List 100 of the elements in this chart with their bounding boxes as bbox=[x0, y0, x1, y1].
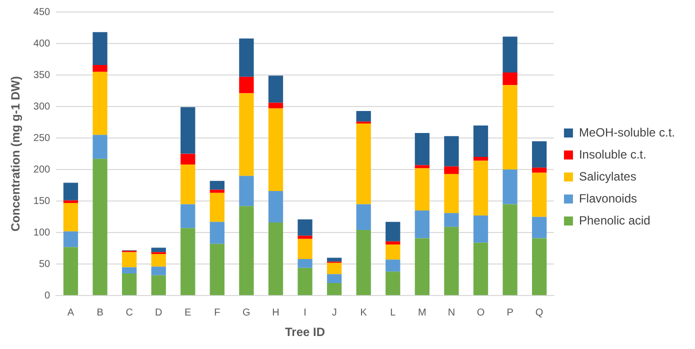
bar bbox=[444, 166, 459, 174]
bar bbox=[473, 242, 488, 296]
y-tick-label: 300 bbox=[33, 101, 51, 112]
y-tick-label: 250 bbox=[33, 132, 51, 144]
x-tick-label: Q bbox=[535, 307, 544, 318]
legend-label: Insoluble c.t. bbox=[578, 147, 646, 162]
bar bbox=[239, 38, 254, 77]
bar bbox=[356, 204, 371, 230]
y-tick-label: 200 bbox=[33, 164, 51, 176]
bar bbox=[180, 204, 196, 228]
legend-label: Salicylates bbox=[578, 169, 636, 184]
x-tick-label: B bbox=[96, 307, 104, 318]
bar bbox=[151, 248, 166, 252]
legend-label: MeOH-soluble c.t. bbox=[578, 125, 675, 140]
bar bbox=[92, 134, 108, 159]
bar bbox=[180, 164, 196, 204]
bar bbox=[239, 76, 254, 94]
bar bbox=[180, 228, 196, 296]
x-tick-label: J bbox=[332, 307, 337, 318]
bar bbox=[63, 200, 78, 203]
bar bbox=[502, 170, 518, 204]
bar bbox=[532, 216, 547, 238]
bar bbox=[268, 222, 284, 296]
bar bbox=[473, 160, 488, 216]
bar bbox=[298, 219, 312, 236]
bar bbox=[414, 165, 430, 168]
bar bbox=[210, 244, 224, 296]
bar bbox=[326, 258, 342, 262]
bar bbox=[473, 216, 488, 243]
x-tick-label: M bbox=[418, 307, 426, 318]
x-tick-label: H bbox=[272, 307, 280, 318]
y-tick-label: 400 bbox=[33, 38, 51, 50]
bar bbox=[210, 192, 224, 222]
x-tick-label: A bbox=[67, 307, 74, 318]
bar bbox=[532, 238, 547, 296]
bar bbox=[414, 238, 430, 296]
bar bbox=[268, 190, 284, 222]
bar bbox=[386, 244, 400, 260]
bar bbox=[444, 226, 459, 296]
bar bbox=[92, 32, 108, 65]
bar bbox=[444, 174, 459, 214]
bar bbox=[414, 210, 430, 238]
bar bbox=[239, 93, 254, 176]
bar bbox=[356, 110, 371, 122]
x-tick-label: D bbox=[154, 307, 162, 318]
bar bbox=[63, 202, 78, 232]
bar bbox=[386, 241, 400, 245]
bar bbox=[268, 102, 284, 108]
x-tick-label: K bbox=[360, 307, 368, 318]
y-tick-label: 350 bbox=[33, 70, 51, 81]
y-axis-title: Concentration (mg g-1 DW) bbox=[8, 76, 23, 232]
bar bbox=[386, 260, 400, 272]
bar bbox=[210, 222, 224, 244]
legend-label: Phenolic acid bbox=[578, 213, 650, 228]
bar bbox=[298, 259, 312, 268]
bar bbox=[122, 252, 137, 268]
bar bbox=[502, 85, 518, 170]
bar bbox=[92, 72, 108, 135]
bar bbox=[502, 36, 518, 72]
y-tick-label: 50 bbox=[38, 258, 51, 270]
bar bbox=[356, 230, 371, 296]
bar bbox=[151, 266, 166, 276]
x-tick-label: N bbox=[448, 307, 456, 318]
bar bbox=[180, 154, 196, 165]
bar bbox=[151, 254, 166, 267]
x-tick-label: O bbox=[476, 307, 485, 318]
bar bbox=[210, 180, 224, 190]
bar bbox=[239, 206, 254, 296]
bar bbox=[63, 231, 78, 248]
bar bbox=[414, 168, 430, 211]
x-tick-label: F bbox=[214, 307, 220, 318]
x-tick-label: I bbox=[304, 307, 306, 318]
x-tick-label: G bbox=[242, 307, 251, 318]
y-tick-label: 450 bbox=[33, 6, 51, 18]
y-tick-label: 150 bbox=[33, 196, 51, 207]
bar bbox=[180, 107, 196, 154]
bar bbox=[473, 125, 488, 157]
bar bbox=[502, 204, 518, 296]
bar bbox=[92, 158, 108, 296]
bar bbox=[298, 268, 312, 296]
bar bbox=[386, 272, 400, 296]
x-tick-label: L bbox=[390, 307, 396, 318]
bar bbox=[326, 262, 342, 274]
bar bbox=[532, 172, 547, 217]
bar bbox=[532, 141, 547, 168]
bar bbox=[326, 282, 342, 296]
y-tick-label: 100 bbox=[33, 227, 51, 238]
bar bbox=[502, 72, 518, 86]
bar bbox=[63, 247, 78, 296]
bar bbox=[268, 108, 284, 191]
bar bbox=[356, 124, 371, 204]
bar bbox=[532, 168, 547, 173]
bar bbox=[151, 275, 166, 296]
bar bbox=[63, 182, 78, 200]
bar bbox=[298, 236, 312, 239]
x-tick-label: P bbox=[506, 307, 514, 318]
x-axis-title: Tree ID bbox=[285, 325, 326, 340]
bar bbox=[414, 133, 430, 166]
bar bbox=[386, 222, 400, 242]
bar bbox=[473, 156, 488, 161]
